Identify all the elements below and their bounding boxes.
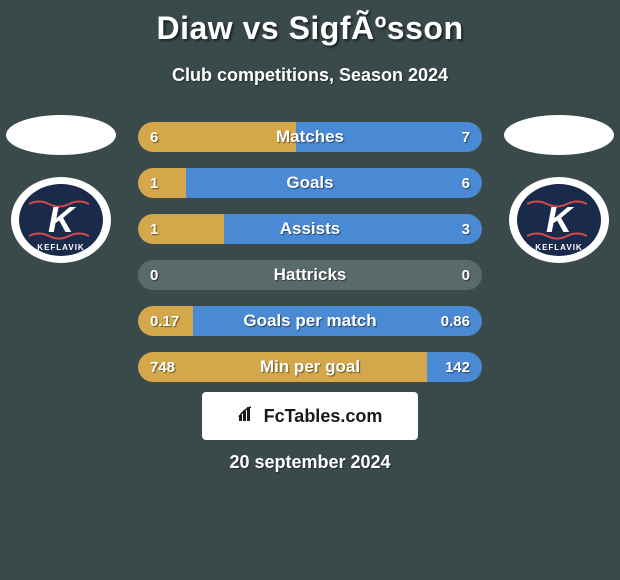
branding-box: FcTables.com — [202, 392, 418, 440]
stat-label: Goals per match — [138, 306, 482, 336]
comparison-subtitle: Club competitions, Season 2024 — [0, 65, 620, 86]
stat-label: Hattricks — [138, 260, 482, 290]
stat-label: Matches — [138, 122, 482, 152]
stat-row: 00Hattricks — [138, 260, 482, 290]
stats-bars-container: 67Matches 16Goals 13Assists 00Hattricks 0.17… — [138, 122, 482, 398]
player-left-column: K KEFLAVIK — [6, 115, 116, 263]
stat-label: Goals — [138, 168, 482, 198]
bars-icon — [238, 405, 260, 428]
comparison-title: Diaw vs SigfÃºsson — [0, 0, 620, 47]
club-right-badge-inner: K KEFLAVIK — [517, 184, 601, 256]
club-left-badge: K KEFLAVIK — [11, 177, 111, 263]
player-right-column: K KEFLAVIK — [504, 115, 614, 263]
player-right-avatar — [504, 115, 614, 155]
stat-row: 67Matches — [138, 122, 482, 152]
date-footer: 20 september 2024 — [0, 452, 620, 473]
stat-row: 13Assists — [138, 214, 482, 244]
club-left-name: KEFLAVIK — [19, 243, 103, 252]
stat-row: 0.170.86Goals per match — [138, 306, 482, 336]
club-left-letter: K — [48, 199, 74, 241]
stat-label: Assists — [138, 214, 482, 244]
branding-text: FcTables.com — [264, 406, 383, 427]
stat-row: 748142Min per goal — [138, 352, 482, 382]
club-right-badge: K KEFLAVIK — [509, 177, 609, 263]
player-left-avatar — [6, 115, 116, 155]
stat-row: 16Goals — [138, 168, 482, 198]
club-right-letter: K — [546, 199, 572, 241]
stat-label: Min per goal — [138, 352, 482, 382]
club-left-badge-inner: K KEFLAVIK — [19, 184, 103, 256]
club-right-name: KEFLAVIK — [517, 243, 601, 252]
